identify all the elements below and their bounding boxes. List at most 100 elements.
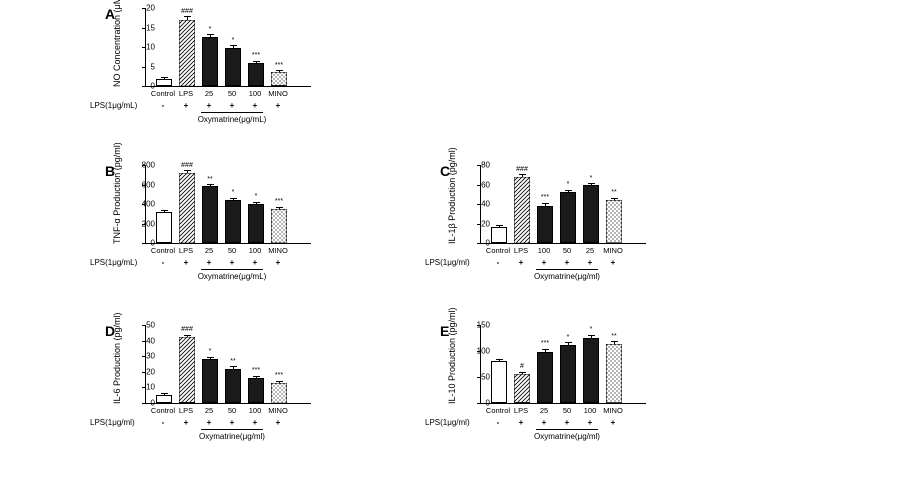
oxymatrine-bracket [536, 269, 598, 270]
lps-symbol: + [542, 418, 547, 427]
y-axis-label: NO Concentration (μM) [112, 7, 122, 87]
significance-marker: * [209, 348, 212, 355]
y-tick-label: 20 [472, 219, 490, 228]
x-category-label: Control [486, 406, 510, 415]
lps-symbol: + [276, 418, 281, 427]
y-tick-label: 50 [472, 373, 490, 382]
oxymatrine-bracket [201, 269, 263, 270]
panel-B: BTNF-α Production (pg/ml)###*******02004… [125, 165, 370, 323]
error-bar [256, 377, 257, 379]
lps-symbol: + [588, 418, 593, 427]
error-bar [256, 61, 257, 63]
y-tick-label: 150 [472, 321, 490, 330]
significance-marker: ** [611, 333, 616, 340]
x-category-label: 100 [249, 406, 262, 415]
y-tick-label: 400 [137, 200, 155, 209]
lps-symbol: + [207, 258, 212, 267]
bar-LPS [179, 173, 195, 243]
x-category-label: Control [486, 246, 510, 255]
x-category-label: LPS [179, 406, 193, 415]
y-tick-label: 30 [137, 352, 155, 361]
bar-Control [156, 79, 172, 86]
bar-MINO [606, 344, 622, 403]
panel-E: EIL-10 Production (pg/ml)#*******0501001… [460, 325, 705, 483]
bar-100 [248, 378, 264, 403]
x-category-label: 100 [584, 406, 597, 415]
lps-row-label: LPS(1μg/ml) [90, 418, 135, 427]
bar-100 [537, 206, 553, 243]
bar-Control [491, 227, 507, 243]
y-axis-label: IL-1β Production (pg/ml) [447, 164, 457, 244]
error-bar [187, 171, 188, 173]
bar-50 [560, 345, 576, 403]
significance-marker: ### [181, 8, 193, 15]
lps-row-label: LPS(1μg/mL) [90, 258, 137, 267]
y-tick-label: 60 [472, 180, 490, 189]
significance-marker: # [520, 363, 524, 370]
significance-marker: ### [181, 326, 193, 333]
significance-marker: *** [252, 52, 260, 59]
plot-area: ###******** [145, 8, 311, 87]
error-bar [568, 190, 569, 192]
x-category-label: 25 [205, 246, 213, 255]
error-bar [614, 198, 615, 200]
lps-symbol: + [276, 258, 281, 267]
x-category-label: Control [151, 246, 175, 255]
significance-marker: *** [541, 340, 549, 347]
plot-area: ###******* [145, 165, 311, 244]
x-category-label: 100 [538, 246, 551, 255]
lps-symbol: + [207, 418, 212, 427]
bar-50 [225, 369, 241, 403]
lps-symbol: + [611, 258, 616, 267]
bar-50 [225, 48, 241, 86]
x-category-label: LPS [179, 89, 193, 98]
lps-symbol: + [611, 418, 616, 427]
x-category-label: 50 [228, 406, 236, 415]
error-bar [256, 202, 257, 203]
oxymatrine-label: Oxymatrine(μg/ml) [199, 432, 265, 441]
lps-symbol: + [588, 258, 593, 267]
error-bar [522, 175, 523, 177]
lps-symbol: + [230, 258, 235, 267]
lps-symbol: + [184, 101, 189, 110]
plot-area: #******* [480, 325, 646, 404]
y-tick-label: 600 [137, 180, 155, 189]
y-tick-label: 40 [472, 200, 490, 209]
oxymatrine-bracket [536, 429, 598, 430]
significance-marker: ** [207, 176, 212, 183]
y-tick-label: 20 [137, 367, 155, 376]
error-bar [522, 372, 523, 374]
bar-25 [202, 37, 218, 86]
x-category-label: MINO [268, 89, 288, 98]
bar-LPS [179, 20, 195, 86]
error-bar [233, 198, 234, 200]
lps-row-label: LPS(1μg/mL) [90, 101, 137, 110]
x-category-label: 50 [563, 406, 571, 415]
error-bar [499, 360, 500, 362]
error-bar [187, 17, 188, 20]
x-category-label: 50 [228, 246, 236, 255]
bar-50 [560, 192, 576, 243]
x-category-label: 25 [540, 406, 548, 415]
y-tick-label: 80 [472, 161, 490, 170]
error-bar [545, 203, 546, 206]
x-category-label: 25 [586, 246, 594, 255]
oxymatrine-bracket [201, 112, 263, 113]
x-category-label: MINO [268, 406, 288, 415]
significance-marker: *** [541, 194, 549, 201]
bar-50 [225, 200, 241, 243]
oxymatrine-label: Oxymatrine(μg/mL) [198, 272, 267, 281]
significance-marker: ** [230, 358, 235, 365]
significance-marker: *** [275, 198, 283, 205]
error-bar [187, 335, 188, 337]
significance-marker: *** [275, 62, 283, 69]
oxymatrine-label: Oxymatrine(μg/mL) [198, 115, 267, 124]
lps-symbol: - [497, 258, 500, 267]
error-bar [210, 185, 211, 187]
significance-marker: * [232, 189, 235, 196]
x-category-label: MINO [603, 406, 623, 415]
y-tick-label: 10 [137, 383, 155, 392]
error-bar [591, 184, 592, 186]
error-bar [210, 35, 211, 37]
bar-LPS [514, 374, 530, 403]
